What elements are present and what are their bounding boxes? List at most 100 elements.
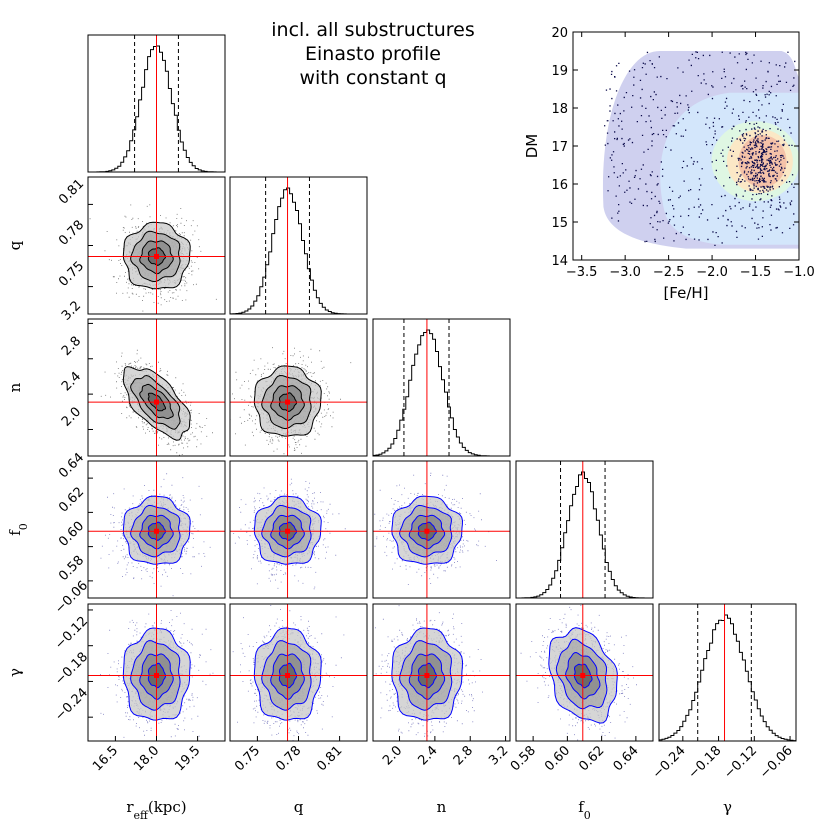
histogram-q [230, 187, 367, 314]
panel-content [659, 604, 796, 741]
y-tick-label-gamma: −0.12 [52, 614, 91, 653]
y-tick-label-q: 0.81 [56, 176, 87, 207]
panel-n-hist [372, 318, 511, 457]
panel-frame [229, 460, 368, 599]
y-tick-label-f0: 0.58 [56, 553, 87, 584]
y-tick-label-n: 3.2 [59, 298, 84, 323]
x-axis-title-unit: (kpc) [148, 798, 187, 816]
inset-y-tick-label: 18 [551, 102, 568, 117]
y-axis-title-main: q [6, 240, 24, 250]
panel-frame [658, 603, 797, 742]
panel-q-vs-gamma: 0.75 0.78 0.81 [229, 603, 368, 774]
inset-y-tick-label: 19 [551, 64, 568, 79]
x-axis-title-n: n [437, 798, 447, 816]
y-tick-label-f0: 0.62 [56, 484, 87, 515]
y-tick-label-n: 2.0 [59, 404, 84, 429]
y-axis-title-n: n [6, 382, 24, 392]
corner-panels: 0.750.780.812.02.42.83.20.580.600.620.64… [6, 34, 797, 822]
x-tick-label-gamma: −0.06 [757, 743, 796, 782]
y-axis-title-main: γ [6, 668, 24, 677]
panel-n-vs-gamma: 2.0 2.4 2.8 3.2 [372, 603, 511, 768]
inset-y-tick-label: 14 [551, 254, 568, 269]
x-axis-title-gamma: γ [723, 798, 732, 816]
truth-marker [154, 528, 159, 534]
panel-frame [515, 460, 654, 599]
title-line-2: Einasto profile [305, 43, 441, 65]
panel-frame [372, 460, 511, 599]
panel-frame [229, 318, 368, 457]
x-axis-title-main: f [578, 798, 585, 816]
figure-title: incl. all substructures Einasto profile … [271, 19, 475, 89]
panel-content [373, 604, 510, 741]
truth-marker [285, 672, 291, 678]
panel-content [88, 177, 225, 314]
inset-x-tick-label: −1.5 [740, 265, 772, 280]
truth-marker [154, 253, 159, 259]
x-tick-label-reff: 18.0 [131, 743, 162, 774]
panel-frame [229, 176, 368, 315]
histogram-n [373, 329, 510, 456]
x-tick-label-gamma: −0.12 [721, 743, 760, 782]
panel-content [88, 461, 225, 598]
truth-marker [424, 672, 430, 678]
truth-marker [580, 672, 586, 678]
panel-content [516, 461, 653, 598]
x-tick-label-n: 2.4 [415, 743, 440, 768]
x-tick-label-f0: 0.62 [576, 743, 607, 774]
inset-x-tick-label: −3.0 [609, 265, 641, 280]
x-axis-title-f0: f0 [578, 798, 591, 822]
panel-content [516, 604, 653, 741]
truth-marker [285, 399, 291, 405]
x-tick-label-f0: 0.60 [542, 743, 573, 774]
x-axis-title-q: q [294, 798, 304, 816]
x-tick-label-gamma: −0.18 [686, 743, 725, 782]
panel-frame [87, 318, 226, 457]
y-tick-label-f0: 0.64 [56, 450, 87, 481]
y-axis-title-sub: 0 [17, 523, 30, 530]
panel-reff-vs-f0: 0.580.60 0.620.64 [56, 450, 226, 599]
panel-gamma-hist: −0.24−0.18−0.12−0.06 [650, 603, 797, 782]
inset-content [602, 51, 799, 249]
y-axis-title-main: f [6, 529, 24, 536]
y-tick-label-gamma: −0.18 [52, 650, 91, 689]
y-axis-title-q: q [6, 240, 24, 250]
x-tick-label-q: 0.78 [273, 743, 304, 774]
panel-q-vs-f0 [229, 460, 368, 599]
x-tick-label-reff: 16.5 [90, 743, 121, 774]
truth-marker [154, 672, 159, 678]
panel-reff-vs-n: 2.0 2.4 2.8 3.2 [59, 298, 226, 457]
panel-content [88, 604, 225, 741]
x-tick-label-q: 0.81 [314, 743, 345, 774]
y-axis-title-gamma: γ [6, 668, 24, 677]
truth-marker [285, 528, 291, 534]
panel-frame [372, 318, 511, 457]
y-axis-title-f0: f0 [6, 523, 30, 536]
x-axis-title-main: q [294, 798, 304, 816]
x-axis-title-main: γ [723, 798, 732, 816]
truth-marker [424, 528, 430, 534]
x-axis-title-reff: reff(kpc) [126, 798, 186, 822]
y-tick-label-f0: 0.60 [56, 519, 87, 550]
y-tick-label-n: 2.8 [59, 334, 84, 359]
inset-cmd-panel: −3.5 −3.0 −2.5 −2.0 −1.5 −1.0 14 15 16 17 18 19 20 [F… [523, 26, 815, 302]
x-axis-title-sub: eff [134, 809, 150, 822]
panel-f0-hist [515, 460, 654, 599]
y-tick-label-gamma: −0.06 [52, 578, 91, 617]
panel-q-hist [229, 176, 368, 315]
panel-frame [87, 34, 226, 173]
histogram-gamma [659, 614, 796, 741]
panel-content [230, 319, 367, 456]
y-tick-label-q: 0.78 [56, 218, 87, 249]
inset-x-tick-label: −1.0 [783, 265, 815, 280]
y-tick-label-q: 0.75 [56, 259, 87, 290]
panel-reff-vs-q: 0.75 0.78 0.81 [56, 176, 226, 315]
panel-content [230, 461, 367, 598]
inset-x-tick-label: −3.5 [566, 265, 598, 280]
panel-q-vs-n [229, 318, 368, 457]
inset-y-tick-label: 15 [551, 216, 568, 231]
inset-x-tick-label: −2.0 [696, 265, 728, 280]
panel-content [373, 319, 510, 456]
y-tick-label-gamma: −0.24 [52, 685, 91, 724]
panel-n-vs-f0 [372, 460, 511, 599]
panel-f0-vs-gamma: 0.58 0.60 0.62 0.64 [508, 603, 654, 774]
